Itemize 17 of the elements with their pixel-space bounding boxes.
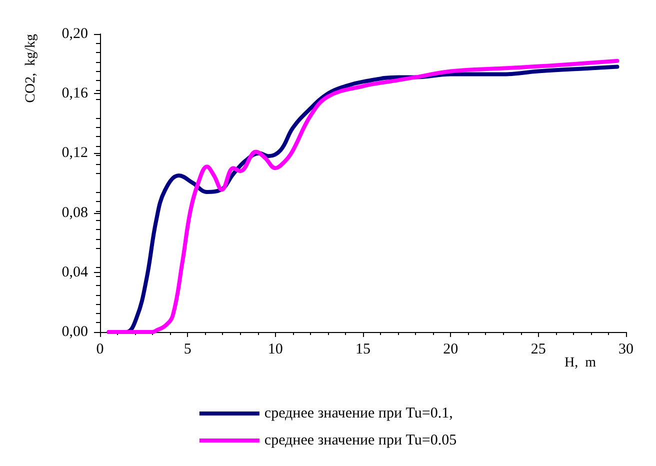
y-tick-label: 0,12 bbox=[62, 145, 88, 162]
y-tick-label: 0,20 bbox=[62, 26, 88, 42]
x-tick-label: 30 bbox=[618, 342, 634, 358]
y-tick-label: 0,00 bbox=[62, 324, 88, 340]
legend-label: среднее значение при Tu=0.1, bbox=[264, 406, 453, 422]
legend-label: среднее значение при Tu=0.05 bbox=[264, 432, 457, 448]
x-axis-title: H, m bbox=[564, 356, 596, 370]
x-tick-label: 20 bbox=[443, 342, 458, 358]
y-axis-title: CO2, kg/kg bbox=[24, 34, 38, 103]
x-tick-label: 15 bbox=[356, 342, 370, 358]
y-tick-label: 0,04 bbox=[62, 264, 88, 280]
x-tick-label: 5 bbox=[184, 342, 192, 358]
x-tick-label: 25 bbox=[530, 342, 546, 358]
y-tick-label: 0,08 bbox=[62, 204, 88, 221]
x-tick-label: 10 bbox=[268, 342, 283, 358]
y-tick-label: 0,16 bbox=[62, 86, 88, 102]
x-tick-label: 0 bbox=[96, 342, 104, 358]
